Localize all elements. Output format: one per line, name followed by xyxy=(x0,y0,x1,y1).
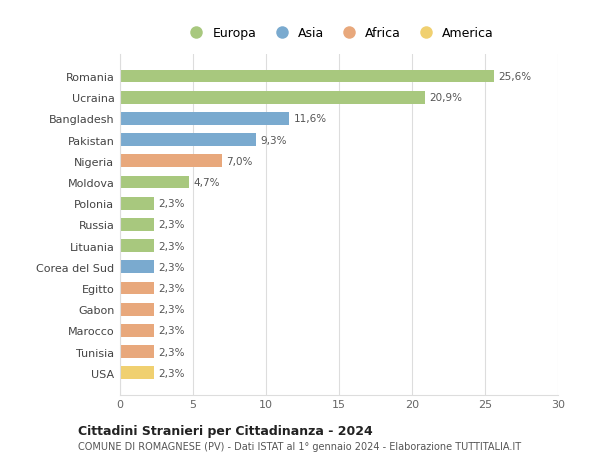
Text: 25,6%: 25,6% xyxy=(498,72,531,82)
Text: 2,3%: 2,3% xyxy=(158,368,184,378)
Text: 2,3%: 2,3% xyxy=(158,326,184,336)
Text: Cittadini Stranieri per Cittadinanza - 2024: Cittadini Stranieri per Cittadinanza - 2… xyxy=(78,424,373,437)
Text: 9,3%: 9,3% xyxy=(260,135,287,146)
Bar xyxy=(120,218,154,231)
Text: 7,0%: 7,0% xyxy=(227,157,253,167)
Bar xyxy=(120,303,154,316)
Text: 2,3%: 2,3% xyxy=(158,347,184,357)
Bar xyxy=(120,367,154,379)
Text: 2,3%: 2,3% xyxy=(158,262,184,272)
Text: 2,3%: 2,3% xyxy=(158,304,184,314)
Legend: Europa, Asia, Africa, America: Europa, Asia, Africa, America xyxy=(184,28,494,40)
Bar xyxy=(120,92,425,104)
Text: COMUNE DI ROMAGNESE (PV) - Dati ISTAT al 1° gennaio 2024 - Elaborazione TUTTITAL: COMUNE DI ROMAGNESE (PV) - Dati ISTAT al… xyxy=(78,441,521,451)
Bar xyxy=(120,346,154,358)
Text: 2,3%: 2,3% xyxy=(158,220,184,230)
Text: 4,7%: 4,7% xyxy=(193,178,220,188)
Text: 20,9%: 20,9% xyxy=(430,93,463,103)
Bar xyxy=(120,240,154,252)
Bar xyxy=(120,282,154,295)
Text: 2,3%: 2,3% xyxy=(158,241,184,251)
Bar xyxy=(120,261,154,274)
Bar xyxy=(120,134,256,147)
Bar xyxy=(120,197,154,210)
Text: 11,6%: 11,6% xyxy=(294,114,327,124)
Bar xyxy=(120,113,289,125)
Bar xyxy=(120,325,154,337)
Text: 2,3%: 2,3% xyxy=(158,199,184,209)
Bar xyxy=(120,176,188,189)
Bar xyxy=(120,155,222,168)
Text: 2,3%: 2,3% xyxy=(158,283,184,293)
Bar xyxy=(120,71,494,83)
